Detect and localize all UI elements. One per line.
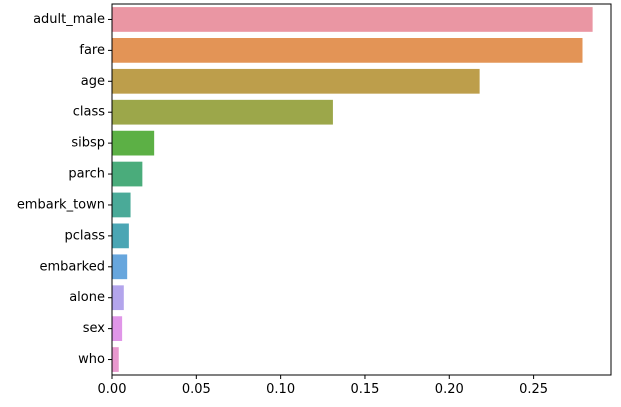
- x-tick-label: 0.15: [350, 382, 379, 397]
- bar-sibsp: [112, 130, 155, 156]
- y-tick-label: class: [73, 105, 105, 120]
- bar-embark-town: [112, 192, 131, 218]
- bar-sex: [112, 316, 123, 341]
- x-tick-label: 0.25: [519, 382, 548, 397]
- y-tick-label: fare: [79, 43, 105, 58]
- y-tick-label: parch: [68, 167, 105, 182]
- x-axis: 0.00 0.05 0.10 0.15 0.20 0.25: [98, 375, 548, 397]
- bar-parch: [112, 161, 143, 187]
- bars-group: [112, 7, 593, 372]
- y-tick-label: sex: [83, 321, 106, 336]
- y-tick-label: adult_male: [33, 12, 105, 27]
- x-tick-label: 0.00: [98, 382, 127, 397]
- y-tick-label: who: [78, 352, 105, 367]
- plot-frame: [111, 3, 612, 376]
- bar-age: [112, 68, 480, 94]
- bar-class: [112, 99, 333, 125]
- y-tick-label: embark_town: [17, 197, 105, 212]
- x-tick-label: 0.05: [182, 382, 211, 397]
- bar-embarked: [112, 254, 128, 280]
- x-tick-label: 0.20: [435, 382, 464, 397]
- y-tick-label: sibsp: [71, 136, 105, 151]
- x-tick-label: 0.10: [266, 382, 295, 397]
- y-tick-label: embarked: [39, 259, 105, 274]
- y-tick-label: age: [81, 74, 105, 89]
- bar-alone: [112, 285, 124, 311]
- y-tick-label: alone: [69, 290, 105, 305]
- plot-background: [112, 4, 611, 375]
- bar-fare: [112, 38, 583, 63]
- bar-who: [112, 347, 119, 372]
- bar-adult-male: [112, 7, 593, 32]
- y-tick-label: pclass: [64, 228, 105, 243]
- bar-pclass: [112, 223, 129, 249]
